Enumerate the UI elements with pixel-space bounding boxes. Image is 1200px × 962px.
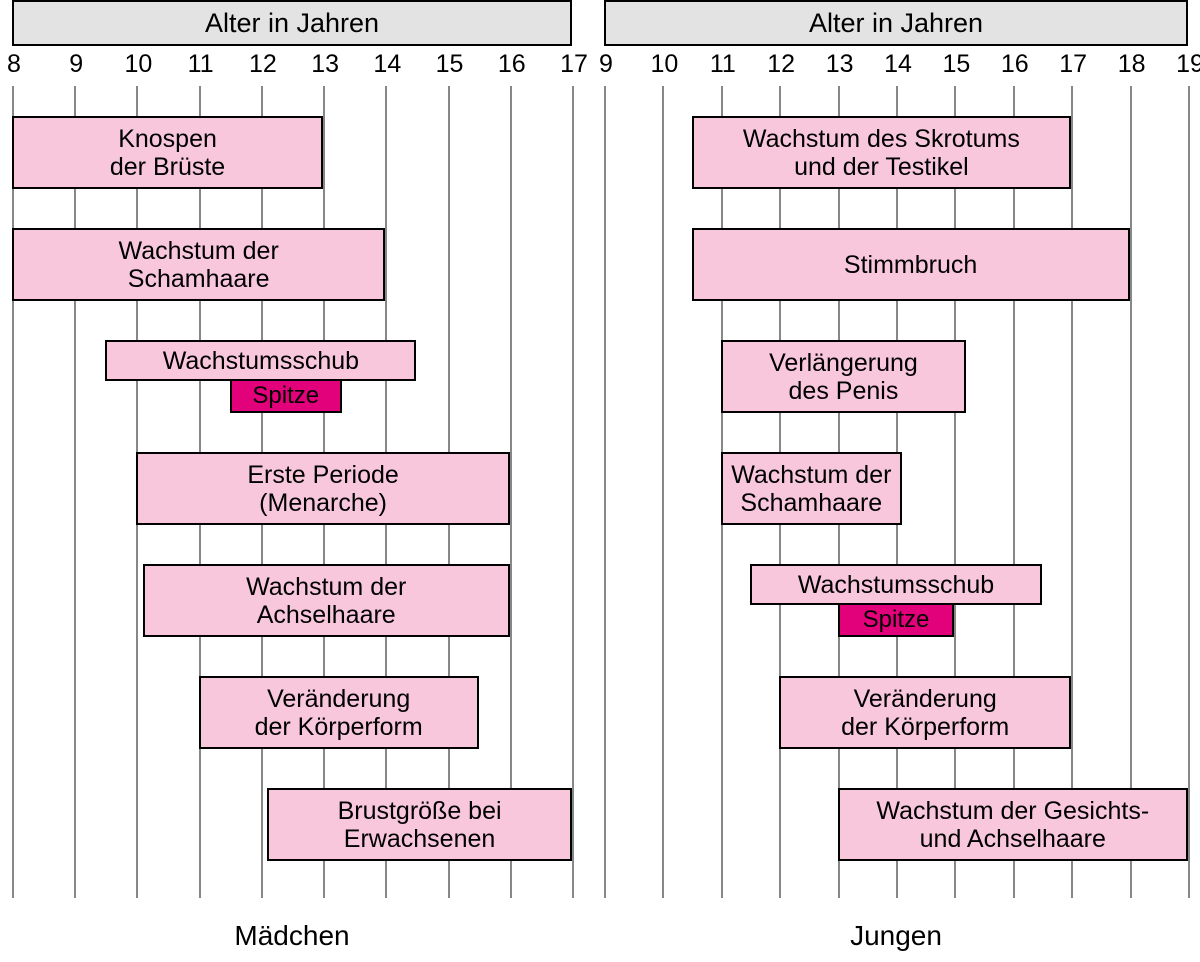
gridline bbox=[604, 86, 606, 898]
axis-header: Alter in Jahren910111213141516171819 bbox=[604, 0, 1188, 46]
timeline-bar: Veränderungder Körperform bbox=[199, 676, 479, 749]
timeline-bar-label: Erste Periode(Menarche) bbox=[243, 461, 402, 517]
chart-canvas: Alter in Jahren891011121314151617Knospen… bbox=[0, 0, 1200, 962]
timeline-bar: Wachstum derAchselhaare bbox=[143, 564, 510, 637]
gridline bbox=[662, 86, 664, 898]
axis-tick: 13 bbox=[826, 44, 854, 84]
axis-tick: 11 bbox=[710, 44, 736, 84]
timeline-bar-label: Verlängerungdes Penis bbox=[765, 349, 922, 405]
timeline-bar-label: Wachstum derSchamhaare bbox=[727, 461, 895, 517]
gridline bbox=[1130, 86, 1132, 898]
gridline bbox=[510, 86, 512, 898]
axis-tick: 15 bbox=[436, 44, 464, 84]
timeline-bar-peak: Spitze bbox=[230, 379, 342, 413]
axis-tick: 19 bbox=[1176, 44, 1200, 84]
axis-tick: 13 bbox=[311, 44, 339, 84]
axis-tick: 9 bbox=[69, 44, 83, 84]
axis-header: Alter in Jahren891011121314151617 bbox=[12, 0, 572, 46]
timeline-bar: Erste Periode(Menarche) bbox=[136, 452, 509, 525]
timeline-bar-peak: Spitze bbox=[838, 603, 955, 637]
timeline-bar: Brustgröße beiErwachsenen bbox=[267, 788, 572, 861]
gridline bbox=[572, 86, 574, 898]
timeline-bar-peak-label: Spitze bbox=[252, 383, 319, 410]
timeline-bar: Veränderungder Körperform bbox=[779, 676, 1071, 749]
axis-title: Alter in Jahren bbox=[809, 8, 983, 39]
timeline-bar: Wachstumsschub bbox=[750, 564, 1042, 605]
timeline-bar-label: Veränderungder Körperform bbox=[837, 685, 1013, 741]
axis-tick: 8 bbox=[7, 44, 21, 84]
timeline-bar: Wachstumsschub bbox=[105, 340, 416, 381]
axis-title: Alter in Jahren bbox=[205, 8, 379, 39]
axis-tick: 14 bbox=[884, 44, 912, 84]
timeline-bar-label: Brustgröße beiErwachsenen bbox=[334, 797, 506, 853]
axis-tick: 12 bbox=[767, 44, 795, 84]
axis-tick: 12 bbox=[249, 44, 277, 84]
timeline-bar-peak-label: Spitze bbox=[863, 607, 930, 634]
panel-label: Mädchen bbox=[234, 920, 349, 952]
panel-label: Jungen bbox=[850, 920, 942, 952]
timeline-bar: Wachstum der Gesichts-und Achselhaare bbox=[838, 788, 1188, 861]
timeline-bar: Knospender Brüste bbox=[12, 116, 323, 189]
timeline-bar-label: Veränderungder Körperform bbox=[251, 685, 427, 741]
axis-tick: 14 bbox=[373, 44, 401, 84]
axis-tick: 16 bbox=[1001, 44, 1029, 84]
gridline bbox=[12, 86, 14, 898]
gridline bbox=[954, 86, 956, 898]
gridline bbox=[1071, 86, 1073, 898]
axis-tick: 9 bbox=[599, 44, 613, 84]
gridline bbox=[74, 86, 76, 898]
axis-tick: 17 bbox=[560, 44, 588, 84]
timeline-bar: Wachstum derSchamhaare bbox=[721, 452, 902, 525]
axis-tick: 15 bbox=[942, 44, 970, 84]
axis-tick: 18 bbox=[1118, 44, 1146, 84]
axis-tick: 16 bbox=[498, 44, 526, 84]
axis-tick: 11 bbox=[188, 44, 214, 84]
axis-tick: 10 bbox=[125, 44, 153, 84]
axis-tick: 10 bbox=[650, 44, 678, 84]
axis-tick: 17 bbox=[1059, 44, 1087, 84]
timeline-bar: Stimmbruch bbox=[692, 228, 1130, 301]
gridline bbox=[1013, 86, 1015, 898]
timeline-bar-label: Wachstum der Gesichts-und Achselhaare bbox=[872, 797, 1153, 853]
timeline-bar-label: Stimmbruch bbox=[840, 251, 981, 279]
timeline-bar-label: Wachstumsschub bbox=[159, 347, 363, 375]
timeline-bar-label: Wachstum derSchamhaare bbox=[115, 237, 283, 293]
gridline bbox=[1188, 86, 1190, 898]
timeline-bar-label: Wachstum derAchselhaare bbox=[242, 573, 410, 629]
timeline-bar: Wachstum des Skrotumsund der Testikel bbox=[692, 116, 1072, 189]
timeline-bar: Wachstum derSchamhaare bbox=[12, 228, 385, 301]
timeline-bar-label: Knospender Brüste bbox=[106, 125, 229, 181]
timeline-bar-label: Wachstum des Skrotumsund der Testikel bbox=[739, 125, 1024, 181]
timeline-bar: Verlängerungdes Penis bbox=[721, 340, 966, 413]
timeline-bar-label: Wachstumsschub bbox=[794, 571, 998, 599]
